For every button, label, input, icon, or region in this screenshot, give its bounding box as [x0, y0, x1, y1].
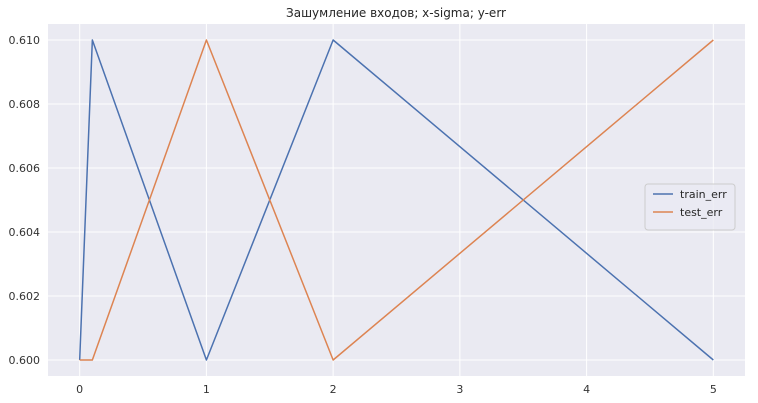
x-tick-label: 0: [76, 383, 83, 396]
legend-label-test_err: test_err: [680, 206, 723, 219]
y-axis-ticks: 0.600 0.602 0.604 0.606 0.608 0.610: [9, 34, 41, 367]
legend-label-train_err: train_err: [680, 188, 727, 201]
plot-area: [48, 24, 745, 376]
chart-title: Зашумление входов; x-sigma; y-err: [286, 6, 506, 20]
y-tick-label: 0.608: [9, 98, 41, 111]
x-axis-ticks: 0 1 2 3 4 5: [76, 383, 717, 396]
x-tick-label: 1: [203, 383, 210, 396]
legend: train_err test_err: [644, 183, 736, 231]
series-lines: [78, 39, 714, 361]
series-line-train_err: [78, 39, 714, 361]
x-tick-label: 5: [710, 383, 717, 396]
y-tick-label: 0.600: [9, 354, 41, 367]
x-tick-label: 3: [456, 383, 463, 396]
series-line-test_err: [79, 39, 714, 361]
x-tick-label: 2: [330, 383, 337, 396]
x-tick-label: 4: [583, 383, 590, 396]
y-tick-label: 0.610: [9, 34, 41, 47]
y-tick-label: 0.604: [9, 226, 41, 239]
legend-box: [644, 183, 736, 231]
y-tick-label: 0.606: [9, 162, 41, 175]
y-tick-label: 0.602: [9, 290, 41, 303]
